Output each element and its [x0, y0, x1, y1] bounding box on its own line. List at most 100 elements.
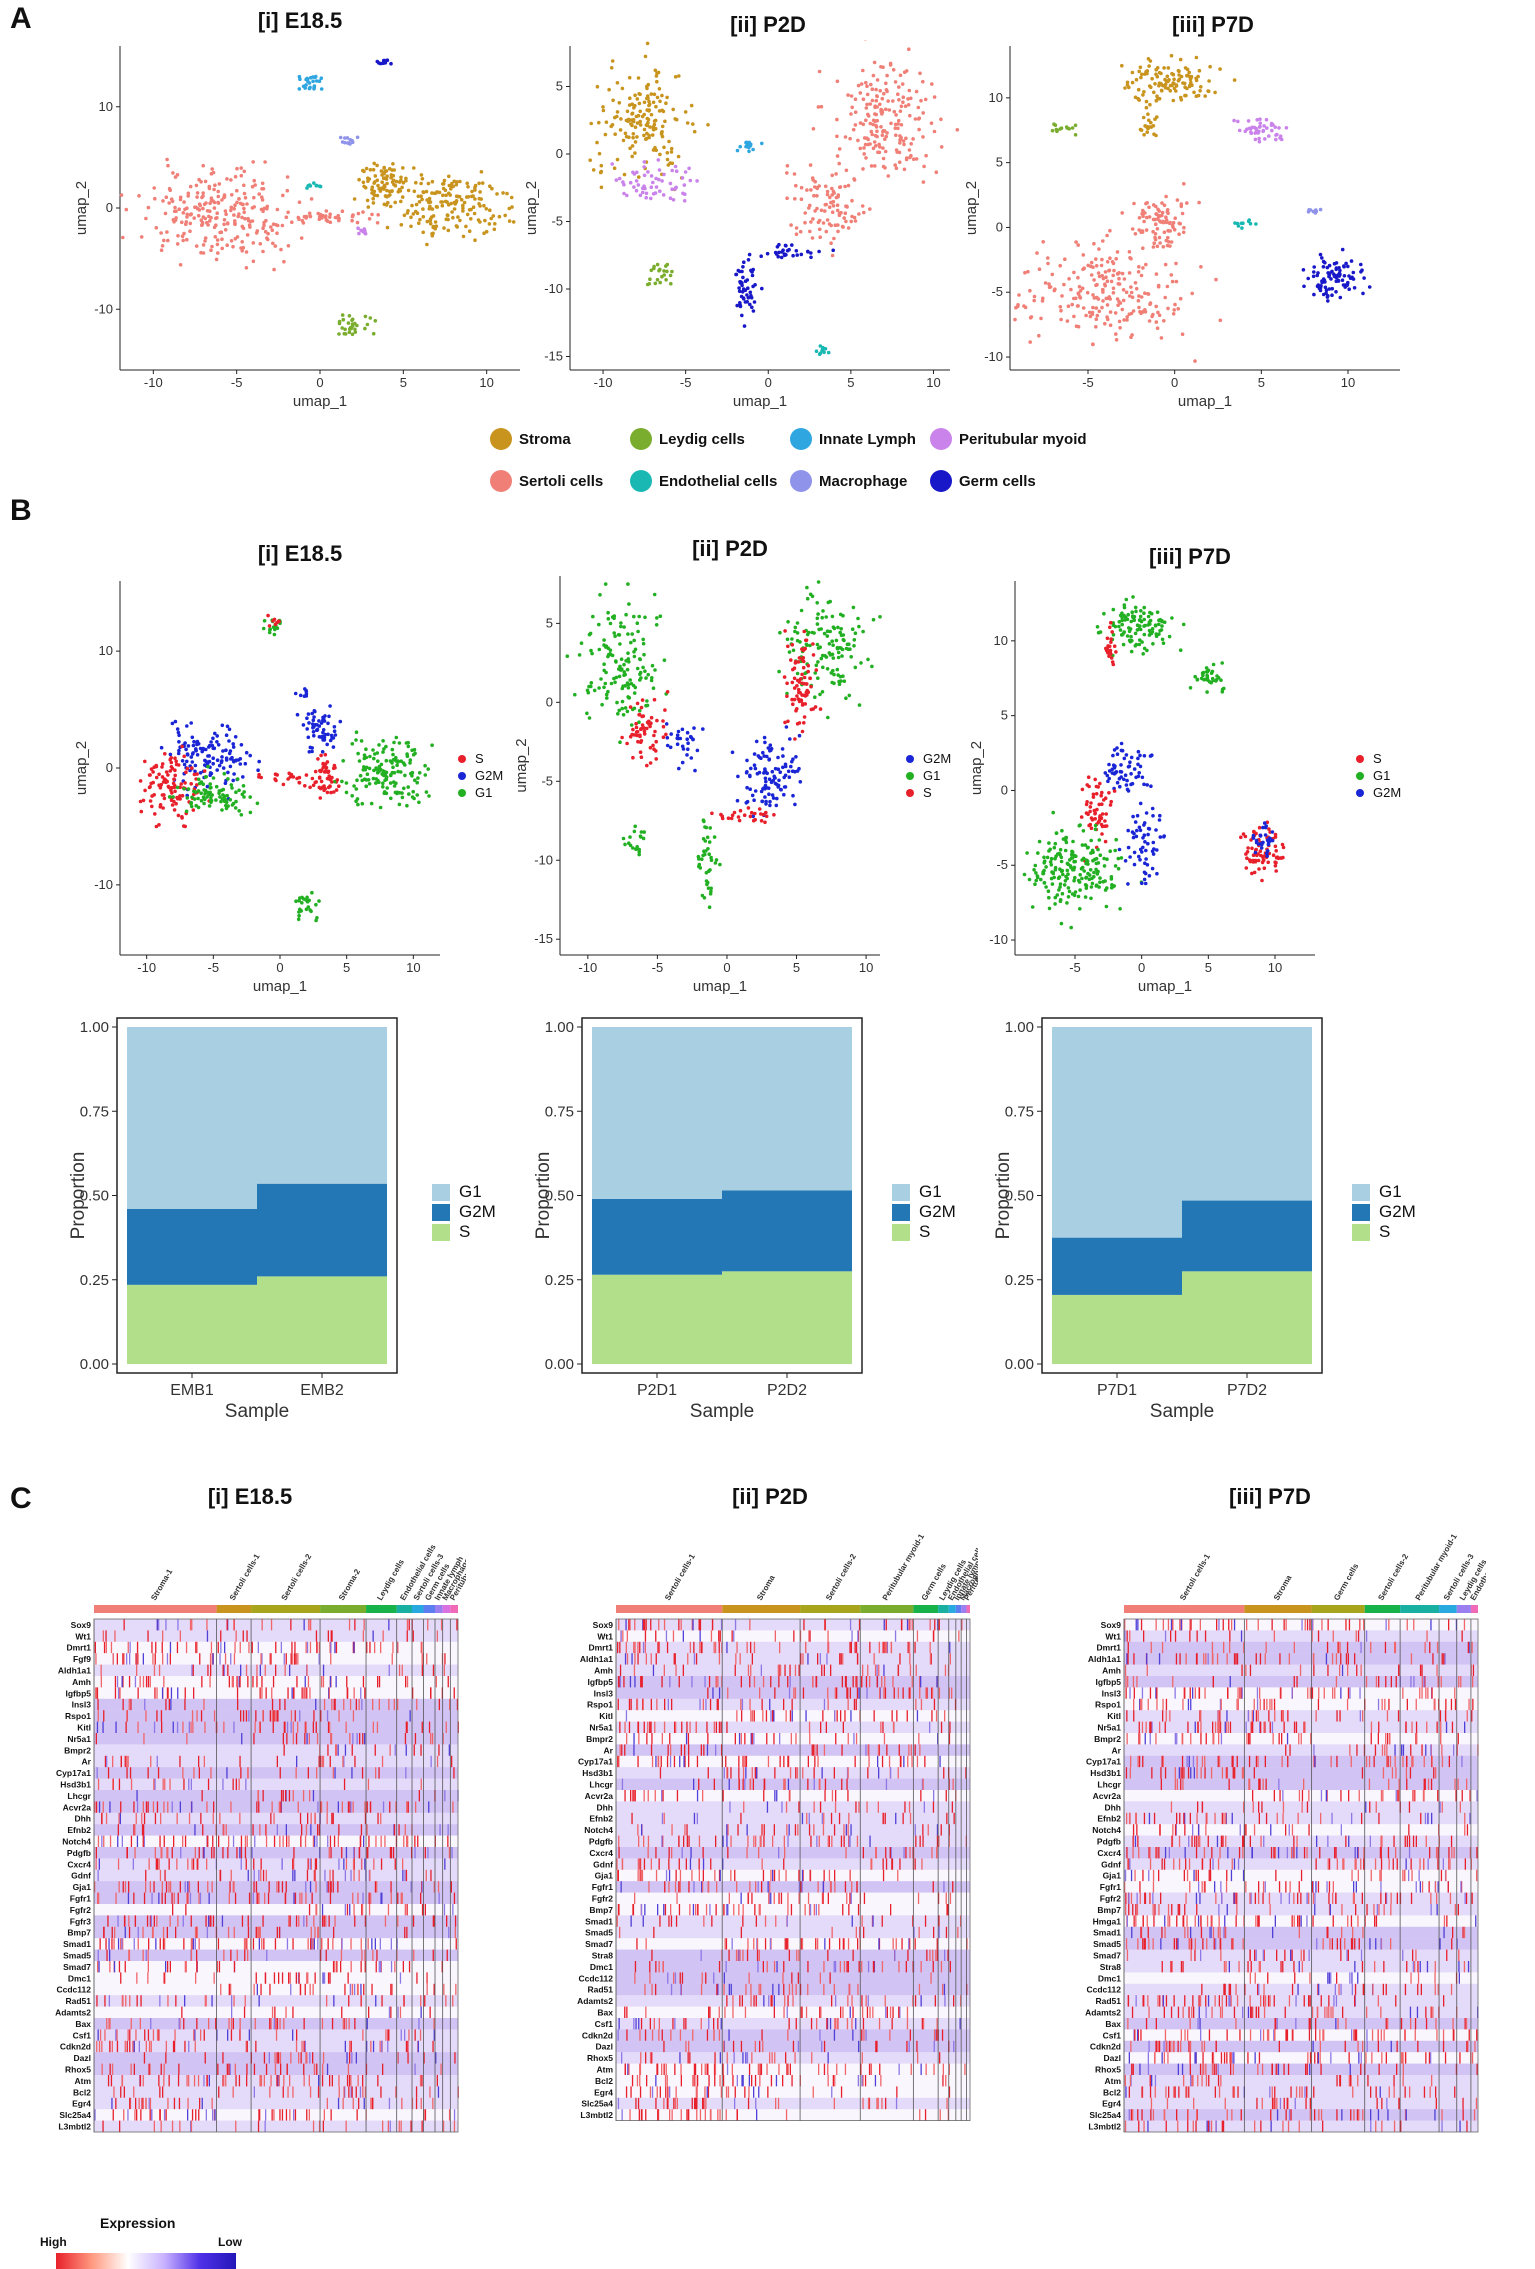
- expression-mark: [405, 1733, 406, 1744]
- expression-mark: [333, 1767, 334, 1778]
- data-point: [236, 215, 240, 219]
- data-point: [1080, 858, 1084, 862]
- data-point: [435, 224, 439, 228]
- data-point: [888, 108, 892, 112]
- data-point: [1130, 610, 1134, 614]
- data-point: [1186, 68, 1190, 72]
- data-point: [838, 646, 842, 650]
- data-point: [184, 222, 188, 226]
- expression-mark: [346, 1722, 347, 1733]
- data-point: [448, 193, 452, 197]
- data-point: [933, 130, 937, 134]
- y-axis-label: umap_2: [73, 741, 90, 795]
- expression-mark: [261, 1676, 262, 1687]
- data-point: [176, 786, 180, 790]
- data-point: [1145, 228, 1149, 232]
- data-point: [1105, 234, 1109, 238]
- expression-mark: [247, 1676, 248, 1687]
- data-point: [160, 248, 164, 252]
- expression-mark: [350, 1699, 351, 1710]
- data-point: [351, 742, 355, 746]
- data-point: [684, 170, 688, 174]
- data-point: [153, 197, 157, 201]
- data-point: [401, 195, 405, 199]
- expression-mark: [429, 1722, 430, 1733]
- data-point: [381, 785, 385, 789]
- data-point: [357, 178, 361, 182]
- data-point: [622, 713, 626, 717]
- data-point: [706, 847, 710, 851]
- data-point: [825, 230, 829, 234]
- data-point: [1116, 752, 1120, 756]
- data-point: [917, 106, 921, 110]
- data-point: [307, 899, 311, 903]
- data-point: [862, 152, 866, 156]
- data-point: [812, 707, 816, 711]
- data-point: [805, 682, 809, 686]
- data-point: [815, 668, 819, 672]
- data-point: [473, 238, 477, 242]
- data-point: [619, 621, 623, 625]
- expression-mark: [273, 1710, 274, 1721]
- data-point: [237, 809, 241, 813]
- data-point: [1143, 633, 1147, 637]
- data-point: [314, 770, 318, 774]
- data-point: [1081, 268, 1085, 272]
- expression-mark: [356, 1699, 357, 1710]
- data-point: [653, 668, 657, 672]
- data-point: [1090, 273, 1094, 277]
- data-point: [210, 793, 214, 797]
- bar-segment-s: [592, 1275, 722, 1364]
- data-point: [1175, 280, 1179, 284]
- data-point: [618, 177, 622, 181]
- data-point: [417, 221, 421, 225]
- data-point: [631, 756, 635, 760]
- data-point: [1282, 846, 1286, 850]
- data-point: [1046, 256, 1050, 260]
- data-point: [1152, 245, 1156, 249]
- proportion-legend-row: S: [432, 1222, 496, 1242]
- expression-mark: [273, 1676, 274, 1687]
- data-point: [1081, 788, 1085, 792]
- data-point: [774, 251, 778, 255]
- expression-mark: [186, 1733, 187, 1744]
- data-point: [1180, 202, 1184, 206]
- data-point: [895, 166, 899, 170]
- expression-mark: [236, 1779, 237, 1790]
- data-point: [889, 63, 893, 67]
- data-point: [907, 47, 911, 51]
- data-point: [252, 196, 256, 200]
- data-point: [644, 196, 648, 200]
- data-point: [1034, 879, 1038, 883]
- data-point: [1274, 845, 1278, 849]
- data-point: [654, 191, 658, 195]
- data-point: [627, 686, 631, 690]
- data-point: [618, 642, 622, 646]
- expression-mark: [379, 1676, 380, 1687]
- data-point: [372, 757, 376, 761]
- data-point: [182, 232, 186, 236]
- data-point: [263, 619, 267, 623]
- expression-mark: [98, 1779, 99, 1790]
- data-point: [388, 193, 392, 197]
- data-point: [1123, 277, 1127, 281]
- data-point: [1258, 117, 1262, 121]
- data-point: [1151, 849, 1155, 853]
- gene-label: Bmpr2: [64, 1745, 91, 1755]
- data-point: [739, 809, 743, 813]
- data-point: [1057, 876, 1061, 880]
- data-point: [660, 179, 664, 183]
- expression-mark: [173, 1722, 174, 1733]
- data-point: [227, 739, 231, 743]
- y-tick-label: -10: [989, 932, 1008, 947]
- data-point: [1017, 293, 1021, 297]
- data-point: [366, 323, 370, 327]
- expression-mark: [405, 1824, 406, 1835]
- expression-mark: [96, 1733, 97, 1744]
- expression-mark: [130, 1642, 131, 1653]
- data-point: [1038, 840, 1042, 844]
- bar-segment-g2m: [722, 1190, 852, 1271]
- data-point: [1134, 644, 1138, 648]
- data-point: [1056, 893, 1060, 897]
- phase-dot-g1: [906, 772, 914, 780]
